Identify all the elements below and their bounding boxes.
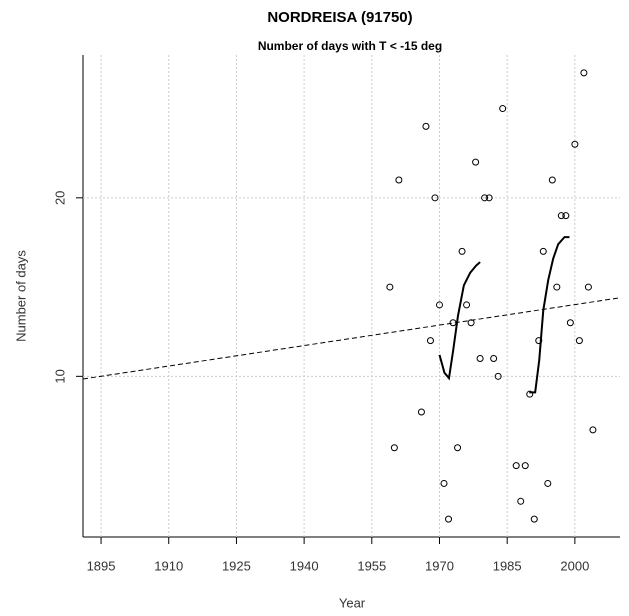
point (521, 462, 529, 470)
x-tick-label: 1970 (425, 558, 454, 573)
line (82, 297, 621, 380)
y-axis-label: Number of days (13, 250, 28, 342)
point (445, 515, 453, 523)
point (440, 479, 448, 487)
point (435, 301, 443, 309)
point (422, 122, 430, 130)
x-tick-label: 1925 (222, 558, 251, 573)
point (548, 176, 556, 184)
point (458, 247, 466, 255)
x-tick-label: 1955 (357, 558, 386, 573)
point (490, 354, 498, 362)
point (467, 319, 475, 327)
point (562, 212, 570, 220)
point (390, 444, 398, 452)
point (571, 140, 579, 148)
point (499, 105, 507, 113)
point (386, 283, 394, 291)
chart-title: NORDREISA (91750) (267, 9, 412, 26)
x-tick-label: 1940 (290, 558, 319, 573)
point (557, 212, 565, 220)
point (472, 158, 480, 166)
chart-subtitle: Number of days with T < -15 deg (258, 39, 442, 53)
point (463, 301, 471, 309)
point (417, 408, 425, 416)
point (481, 194, 489, 202)
point (512, 462, 520, 470)
point (589, 426, 597, 434)
point (454, 444, 462, 452)
point (494, 372, 502, 380)
point (530, 515, 538, 523)
point (476, 354, 484, 362)
x-tick-label: 2000 (560, 558, 589, 573)
line (438, 236, 570, 394)
point (544, 479, 552, 487)
point (539, 247, 547, 255)
point (426, 337, 434, 345)
point (580, 69, 588, 77)
x-tick-label: 1895 (87, 558, 116, 573)
point (526, 390, 534, 398)
x-axis-label: Year (339, 595, 366, 610)
point (395, 176, 403, 184)
point (575, 337, 583, 345)
point (485, 194, 493, 202)
point (517, 497, 525, 505)
point (584, 283, 592, 291)
y-tick-label: 10 (52, 369, 67, 383)
point (566, 319, 574, 327)
point (553, 283, 561, 291)
point (431, 194, 439, 202)
x-tick-label: 1910 (154, 558, 183, 573)
x-tick-label: 1985 (493, 558, 522, 573)
y-tick-label: 20 (52, 191, 67, 205)
